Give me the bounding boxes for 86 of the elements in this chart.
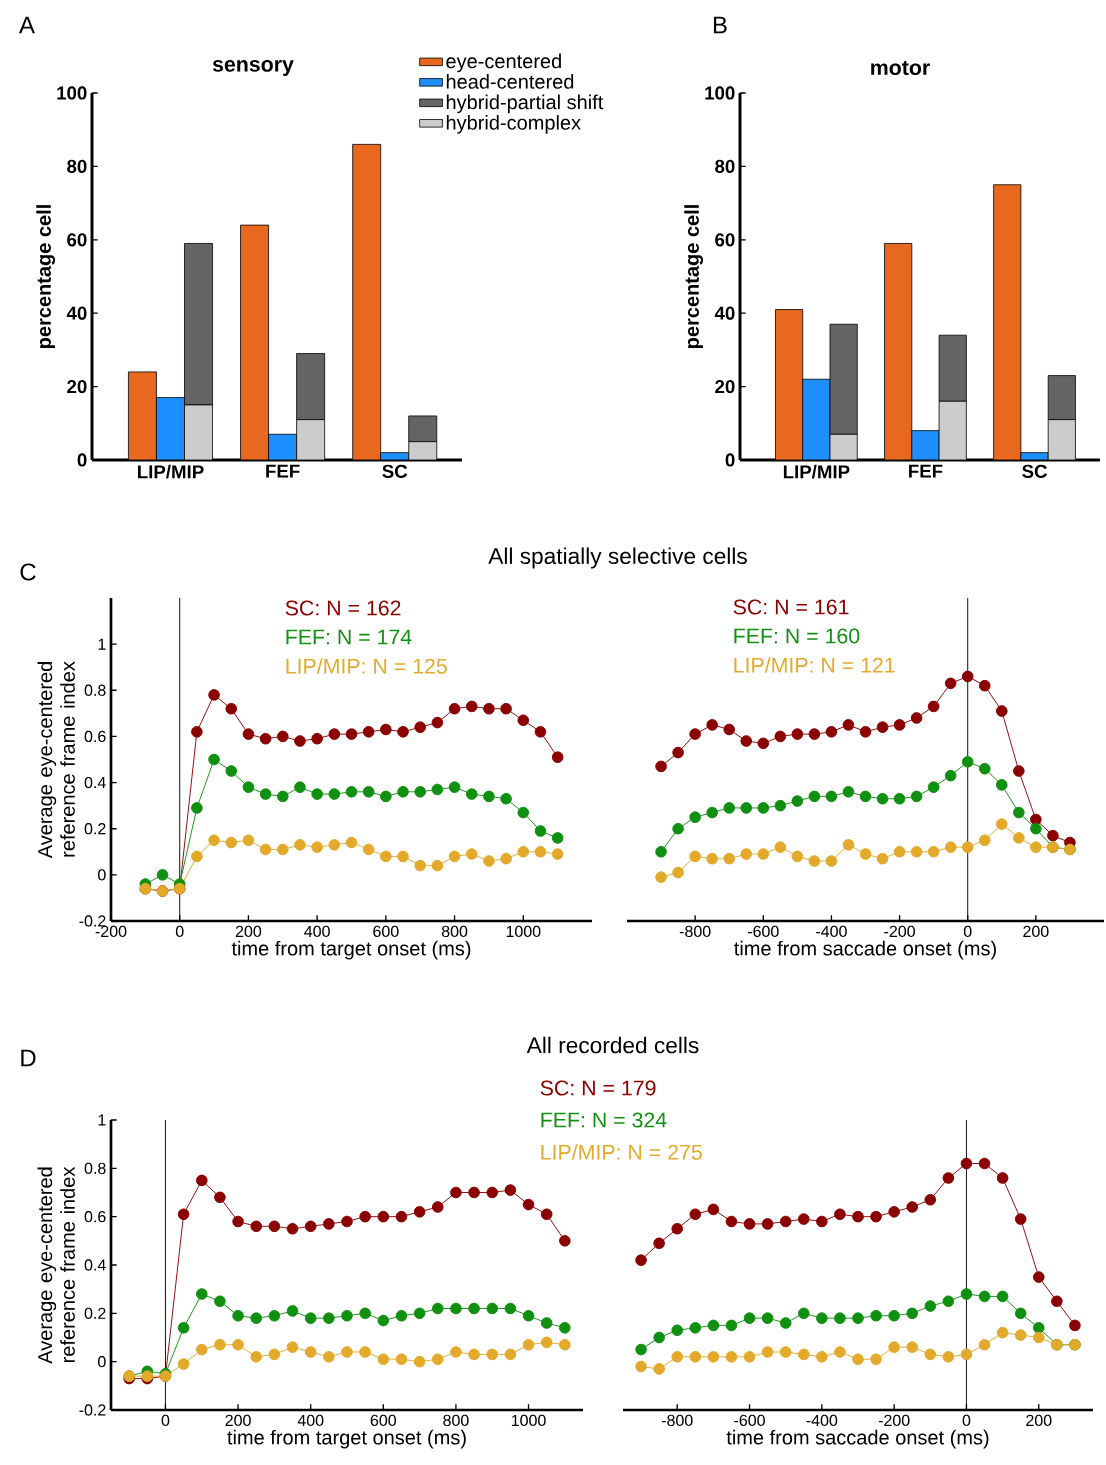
text: SC: N = 179 xyxy=(540,1080,656,1096)
y-axis-title: Average eye-centered reference frame index xyxy=(37,661,75,859)
y-tick-label: 0.8 xyxy=(84,684,106,696)
y-axis-title: percentage cell xyxy=(684,205,703,348)
text: LIP/MIP: N = 121 xyxy=(734,657,895,673)
x-tick-label: -400 xyxy=(816,925,847,938)
x-axis-title: time from target onset (ms) xyxy=(231,940,471,960)
legend-label: hybrid-complex xyxy=(446,115,581,134)
text: LIP/MIP: N = 125 xyxy=(286,658,447,674)
y-tick-label: 0.2 xyxy=(84,1307,106,1319)
x-axis-title: time from saccade onset (ms) xyxy=(726,1429,989,1449)
y-tick-label: 20 xyxy=(715,379,735,394)
x-tick-label: 1000 xyxy=(506,925,541,938)
y-tick-label: 40 xyxy=(714,306,735,320)
y-tick-label: 80 xyxy=(715,159,735,174)
x-tick-label: 200 xyxy=(1023,925,1049,938)
chart-title: motor xyxy=(871,60,930,76)
y-tick-label: 0 xyxy=(98,869,106,881)
y-tick-label: 100 xyxy=(57,86,87,100)
legend-label: head-centered xyxy=(446,74,574,89)
x-tick-label: SC xyxy=(1022,464,1047,478)
y-tick-label: 20 xyxy=(67,379,87,394)
x-tick-label: -800 xyxy=(661,1414,693,1427)
x-tick-label: 0 xyxy=(161,1414,170,1427)
x-tick-label: 200 xyxy=(1026,1414,1052,1427)
x-tick-label: 800 xyxy=(441,925,468,938)
x-tick-label: 0 xyxy=(175,925,184,938)
text: FEF: N = 324 xyxy=(541,1112,667,1128)
y-tick-label: 0 xyxy=(725,453,735,467)
x-tick-label: 1000 xyxy=(511,1414,546,1427)
y-tick-label: 60 xyxy=(67,233,87,247)
x-tick-label: 200 xyxy=(225,1414,251,1427)
x-tick-label: 600 xyxy=(370,1414,397,1427)
x-tick-label: FEF xyxy=(909,464,943,478)
y-tick-label: 0.4 xyxy=(84,1259,106,1271)
x-tick-label: LIP/MIP xyxy=(138,464,204,479)
text: LIP/MIP: N = 275 xyxy=(541,1144,702,1160)
y-tick-label: 1 xyxy=(98,638,106,650)
x-tick-label: 200 xyxy=(235,925,262,938)
legend-label: hybrid-partial shift xyxy=(446,94,604,114)
x-tick-label: 0 xyxy=(962,1414,971,1427)
x-tick-label: -600 xyxy=(747,925,779,938)
y-tick-label: 100 xyxy=(705,86,735,100)
y-tick-label: -0.2 xyxy=(79,1404,106,1416)
x-tick-label: 0 xyxy=(963,925,972,938)
y-tick-label: 0.4 xyxy=(84,776,106,789)
y-axis-title: percentage cell xyxy=(36,205,55,348)
x-tick-label: -600 xyxy=(734,1414,765,1427)
x-tick-label: -200 xyxy=(878,1414,910,1427)
y-tick-label: 80 xyxy=(67,159,87,174)
text: A xyxy=(19,16,35,34)
x-axis-title: time from saccade onset (ms) xyxy=(734,940,996,960)
x-tick-label: -800 xyxy=(679,925,711,938)
y-tick-label: 0 xyxy=(77,453,87,467)
x-tick-label: LIP/MIP xyxy=(783,464,850,479)
legend-label: eye-centered xyxy=(446,53,561,73)
y-axis-title: Average eye-centered reference frame index xyxy=(37,1166,75,1364)
x-tick-label: 600 xyxy=(373,925,399,938)
y-tick-label: 40 xyxy=(66,306,87,320)
x-tick-label: FEF xyxy=(266,464,300,478)
text: SC: N = 161 xyxy=(733,599,849,615)
text: SC: N = 162 xyxy=(285,600,401,616)
y-tick-label: 0 xyxy=(98,1356,106,1368)
x-tick-label: SC xyxy=(382,464,408,478)
x-tick-label: 400 xyxy=(304,925,330,938)
text: C xyxy=(20,563,36,581)
x-axis-title: time from target onset (ms) xyxy=(227,1429,466,1449)
y-tick-label: -0.2 xyxy=(79,915,106,927)
text: FEF: N = 160 xyxy=(734,628,860,644)
x-tick-label: -200 xyxy=(95,925,127,938)
x-tick-label: -200 xyxy=(884,925,915,938)
text: B xyxy=(713,16,727,34)
y-tick-label: 0.8 xyxy=(84,1162,106,1174)
chart-title: sensory xyxy=(212,60,294,76)
text: D xyxy=(21,1049,36,1067)
y-tick-label: 0.6 xyxy=(84,1211,106,1223)
text: FEF: N = 174 xyxy=(286,629,412,645)
x-tick-label: 800 xyxy=(443,1414,469,1427)
x-tick-label: 400 xyxy=(297,1414,324,1427)
x-tick-label: -400 xyxy=(806,1414,838,1427)
y-tick-label: 0.2 xyxy=(84,823,106,835)
y-tick-label: 0.6 xyxy=(84,730,106,743)
chart-title: All recorded cells xyxy=(526,1036,699,1054)
y-tick-label: 60 xyxy=(715,233,735,247)
y-tick-label: 1 xyxy=(98,1114,106,1126)
chart-title: All spatially selective cells xyxy=(488,547,747,569)
